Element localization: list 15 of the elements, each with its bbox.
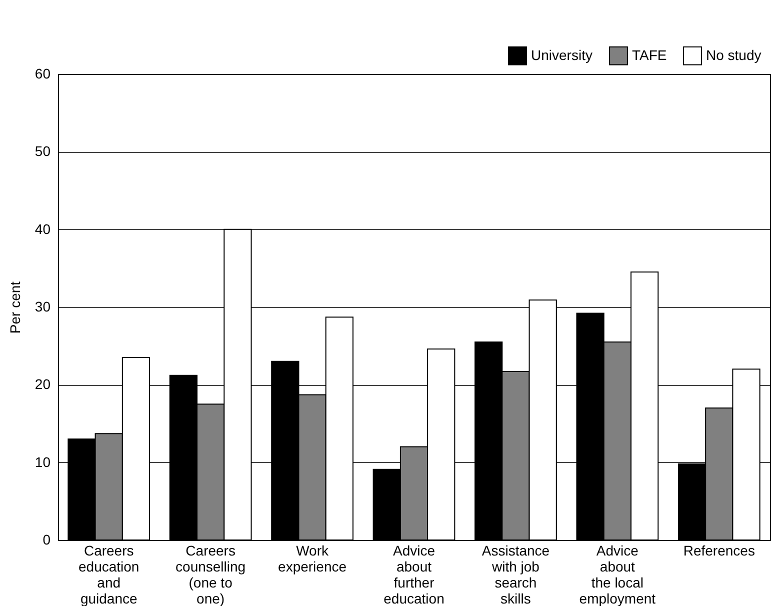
legend-label: TAFE [632, 46, 667, 63]
x-tick-label: Assistance with job search skills [482, 542, 550, 606]
y-axis-title: Per cent [6, 281, 23, 334]
legend-label: University [531, 46, 592, 63]
y-tick-label: 0 [42, 532, 51, 548]
legend-label: No study [706, 46, 762, 63]
y-tick-label: 50 [34, 143, 51, 160]
x-tick-label: References [683, 542, 755, 558]
y-tick-label: 40 [34, 220, 51, 237]
y-tick-label: 30 [34, 298, 51, 314]
x-tick-label: Advice about further education [384, 542, 444, 606]
y-tick-label: 20 [34, 376, 51, 392]
y-tick-label: 10 [34, 454, 51, 470]
x-tick-label: Work experience [278, 542, 347, 574]
y-tick-label: 60 [34, 66, 51, 82]
